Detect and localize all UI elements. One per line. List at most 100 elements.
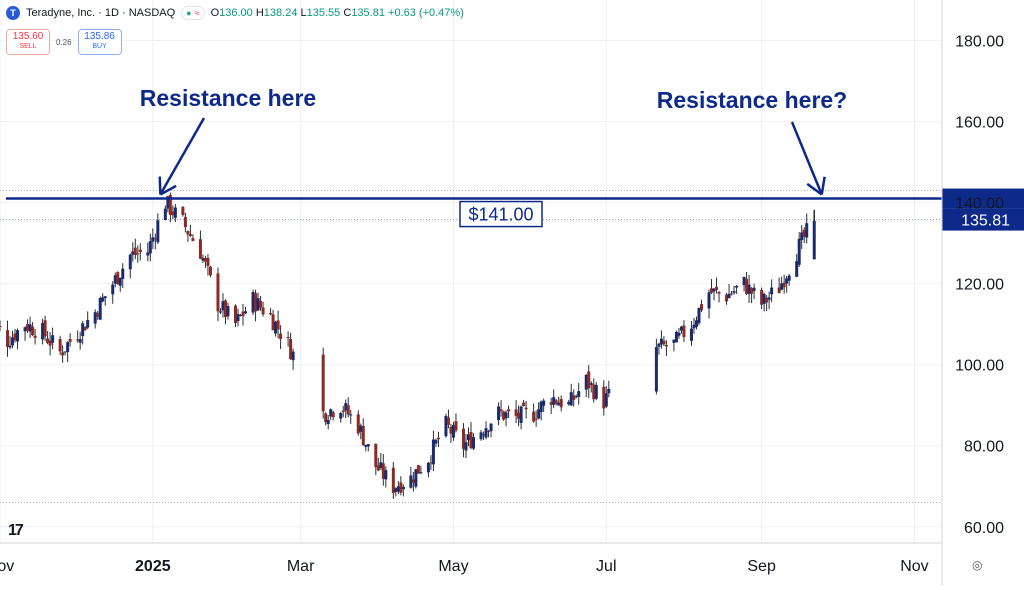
candle-body [587, 371, 591, 389]
candle-body [499, 409, 503, 412]
candle-body [602, 386, 606, 409]
candle-body [797, 238, 801, 265]
x-tick-label: May [438, 558, 468, 575]
candle-body [559, 399, 563, 408]
candle-body [364, 444, 368, 447]
candle-body [356, 414, 360, 434]
candle-body [133, 247, 137, 255]
annotation-arrow-head [158, 176, 162, 195]
buy-button[interactable]: 135.86 BUY [77, 29, 122, 55]
tradingview-logo[interactable]: 17 [8, 522, 24, 539]
buy-label: BUY [92, 43, 107, 50]
candle-body [216, 273, 220, 312]
annotation-arrow-head [806, 182, 823, 196]
last-price-label: 135.81 [961, 213, 1010, 230]
candle-body [542, 400, 546, 406]
candle-body [429, 462, 433, 464]
candle-body [770, 287, 774, 295]
candle-body [118, 277, 122, 286]
candle-body [454, 421, 458, 431]
candle-body [234, 305, 237, 324]
candle-body [31, 326, 35, 336]
candle-body [236, 314, 240, 322]
candle-body [411, 479, 415, 483]
candle-body [346, 405, 350, 415]
candle-body [116, 272, 120, 285]
candle-body [384, 470, 388, 480]
market-status-badge[interactable]: ● ≈ [181, 6, 205, 20]
candle-body [111, 284, 115, 295]
candle-body [607, 388, 611, 394]
x-tick-label: Nov [0, 558, 14, 575]
resistance-price-tag [942, 188, 1024, 209]
candle-body [479, 432, 483, 440]
candle-body [374, 443, 378, 468]
candle-body [83, 326, 87, 331]
candle-body [223, 300, 227, 318]
y-tick-label: 60.00 [964, 520, 1004, 537]
candle-body [419, 472, 423, 474]
candle-body [577, 391, 581, 397]
candle-body [539, 401, 543, 413]
candle-body [138, 249, 142, 253]
candle-body [321, 354, 325, 412]
candle-body [359, 425, 363, 432]
candle-body [507, 409, 511, 412]
candle-body [787, 275, 791, 281]
sell-button[interactable]: 135.60 SELL [6, 29, 50, 55]
candle-body [780, 283, 784, 290]
candle-body [66, 342, 70, 352]
x-tick-label: Sep [747, 558, 776, 575]
annotation-arrow-head [820, 176, 826, 195]
candle-body [569, 392, 573, 406]
candle-body [269, 313, 273, 315]
settings-icon[interactable]: ◎ [972, 558, 983, 572]
candle-body [557, 402, 561, 406]
symbol-title[interactable]: Teradyne, Inc. · 1D · NASDAQ [26, 7, 176, 19]
candle-body [574, 396, 578, 398]
candle-body [96, 313, 100, 317]
candle-body [366, 444, 370, 447]
candle-body [221, 301, 225, 311]
candle-body [131, 251, 135, 255]
candle-body [487, 430, 491, 432]
candle-body [672, 339, 676, 343]
candle-body [201, 258, 205, 261]
candle-body [750, 288, 754, 294]
candle-body [497, 406, 501, 421]
candle-body [128, 254, 132, 270]
y-tick-label: 120.00 [955, 277, 1004, 294]
candle-body [694, 320, 698, 327]
candle-body [361, 425, 365, 446]
candle-body [156, 220, 160, 243]
x-tick-label: 2025 [135, 558, 171, 575]
candle-body [203, 258, 207, 262]
candle-body [239, 315, 243, 317]
candle-body [261, 307, 265, 315]
y-tick-label: 140.00 [955, 196, 1004, 213]
candle-body [589, 383, 593, 385]
candle-body [226, 306, 230, 317]
candle-body [163, 208, 167, 221]
candle-body [654, 347, 658, 392]
y-tick-label: 160.00 [955, 115, 1004, 132]
delayed-data-icon: ≈ [194, 8, 200, 18]
candle-body [11, 337, 15, 346]
candle-body [742, 276, 746, 286]
candle-body [344, 403, 348, 411]
candle-body [191, 238, 195, 242]
resistance-label: $141.00 [468, 205, 533, 225]
candle-body [522, 402, 526, 406]
candle-body [324, 413, 328, 423]
candle-body [206, 257, 210, 266]
spread-value: 0.26 [56, 37, 72, 47]
candle-body [800, 232, 804, 240]
annotation-arrow [790, 121, 823, 196]
candle-body [444, 415, 448, 437]
candle-body [6, 330, 10, 347]
candle-body [409, 475, 413, 488]
candle-body [251, 291, 255, 313]
candle-body [198, 239, 202, 259]
candle-body [812, 220, 816, 260]
